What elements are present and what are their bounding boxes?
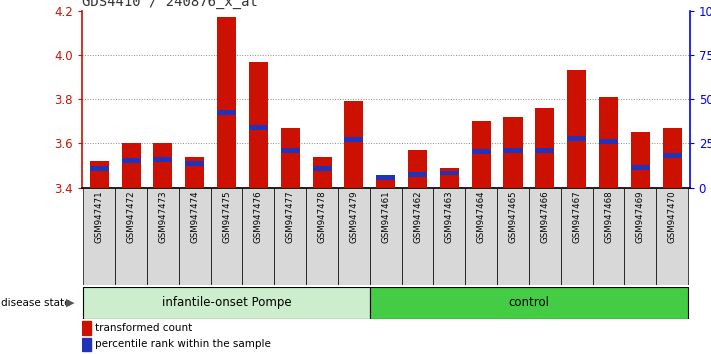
Bar [313,156,331,188]
Text: GSM947466: GSM947466 [540,190,550,243]
Bar [440,168,459,188]
Text: GSM947469: GSM947469 [636,190,645,243]
Bar [631,132,650,188]
FancyBboxPatch shape [656,188,688,285]
Bar [90,161,109,188]
FancyBboxPatch shape [497,188,529,285]
FancyBboxPatch shape [529,188,561,285]
Text: GSM947476: GSM947476 [254,190,263,243]
Bar [663,153,682,158]
FancyBboxPatch shape [83,188,115,285]
Bar [344,137,363,142]
Bar [471,149,491,154]
Text: infantile-onset Pompe: infantile-onset Pompe [162,296,292,309]
Text: control: control [508,296,550,309]
Bar [503,117,523,188]
Bar [408,172,427,177]
Bar [122,159,141,163]
FancyBboxPatch shape [370,188,402,285]
Bar [408,150,427,188]
FancyBboxPatch shape [179,188,210,285]
Text: GSM947465: GSM947465 [508,190,518,243]
Bar [535,148,555,153]
Text: GSM947474: GSM947474 [191,190,199,243]
FancyBboxPatch shape [115,188,147,285]
FancyBboxPatch shape [210,188,242,285]
Text: disease state: disease state [1,298,71,308]
FancyBboxPatch shape [147,188,179,285]
Bar [249,62,268,188]
FancyBboxPatch shape [83,287,370,319]
FancyBboxPatch shape [624,188,656,285]
Text: ▶: ▶ [66,298,75,308]
Text: GSM947475: GSM947475 [222,190,231,243]
FancyBboxPatch shape [465,188,497,285]
Bar [217,17,236,188]
Text: GSM947477: GSM947477 [286,190,295,243]
Bar [471,121,491,188]
FancyBboxPatch shape [274,188,306,285]
Text: percentile rank within the sample: percentile rank within the sample [95,339,271,349]
FancyBboxPatch shape [402,188,434,285]
Text: GSM947462: GSM947462 [413,190,422,243]
Text: GSM947468: GSM947468 [604,190,613,243]
Bar [376,175,395,180]
Bar [122,143,141,188]
Bar [154,143,173,188]
Bar [281,148,300,153]
Bar [185,156,204,188]
Bar [503,148,523,153]
Text: GSM947479: GSM947479 [349,190,358,243]
Text: GDS4410 / 240876_x_at: GDS4410 / 240876_x_at [82,0,257,9]
Text: GSM947472: GSM947472 [127,190,136,243]
Bar [599,139,618,144]
FancyBboxPatch shape [561,188,592,285]
Text: transformed count: transformed count [95,323,193,333]
Bar [535,108,555,188]
FancyBboxPatch shape [306,188,338,285]
Bar [82,321,91,335]
Text: GSM947471: GSM947471 [95,190,104,243]
Text: GSM947473: GSM947473 [159,190,167,243]
Bar [631,165,650,170]
FancyBboxPatch shape [338,188,370,285]
FancyBboxPatch shape [592,188,624,285]
Bar [313,166,331,171]
Text: GSM947467: GSM947467 [572,190,581,243]
Text: GSM947464: GSM947464 [476,190,486,243]
Text: GSM947461: GSM947461 [381,190,390,243]
Text: GSM947478: GSM947478 [318,190,326,243]
Bar [281,128,300,188]
Bar [567,136,587,141]
FancyBboxPatch shape [370,287,688,319]
Bar [185,161,204,166]
FancyBboxPatch shape [434,188,465,285]
Bar [82,338,91,351]
Bar [663,128,682,188]
Bar [249,125,268,130]
Bar [90,166,109,171]
Bar [376,177,395,188]
Bar [567,70,587,188]
Bar [154,157,173,162]
Bar [217,110,236,115]
Text: GSM947470: GSM947470 [668,190,677,243]
Bar [599,97,618,188]
Bar [440,171,459,176]
Bar [344,101,363,188]
Text: GSM947463: GSM947463 [445,190,454,243]
FancyBboxPatch shape [242,188,274,285]
